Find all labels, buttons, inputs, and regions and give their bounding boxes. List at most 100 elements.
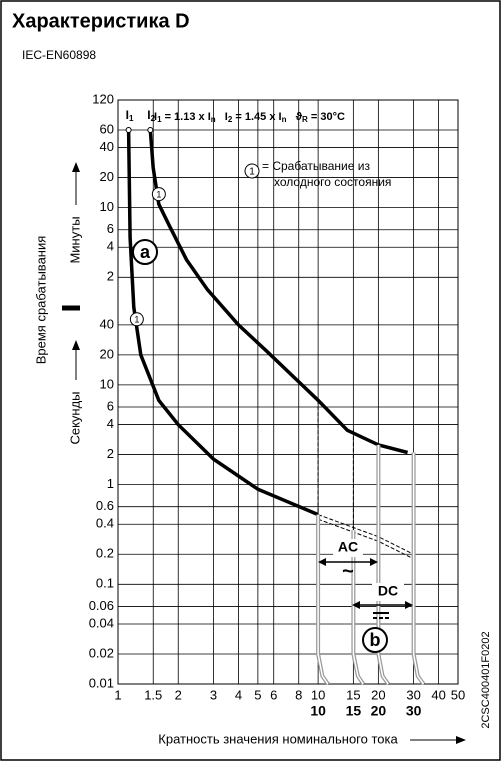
y-tick-label: 4: [107, 239, 114, 254]
y-tick-label: 1: [107, 476, 114, 491]
x-tick-label: 6: [270, 687, 277, 702]
label-b-circle: [362, 627, 388, 653]
x-tick-label: 15: [346, 687, 360, 702]
x-tick-label: 30: [406, 687, 420, 702]
cold-marker-text: 1: [156, 190, 161, 200]
y-tick-label: 0.02: [89, 645, 114, 660]
arrow-head: [370, 558, 378, 566]
y-tick-label: 0.01: [89, 675, 114, 690]
formula: I1 = 1.13 x In I2 = 1.45 x In ϑR = 30°C: [154, 111, 345, 124]
bold-label: 30: [406, 703, 422, 719]
arrow-head: [318, 558, 326, 566]
curve-inner: [412, 452, 425, 685]
y-tick-label: 0.04: [89, 615, 114, 630]
label-b: b: [370, 630, 381, 650]
formula-part: R: [302, 115, 308, 124]
label-a: a: [140, 242, 151, 262]
formula-part: n: [282, 115, 287, 124]
y-tick-label: 0.06: [89, 598, 114, 613]
curve-inner: [352, 530, 364, 685]
label-ac-symbol: ~: [342, 560, 354, 582]
x-tick-label: 3: [210, 687, 217, 702]
marker-sub: 1: [129, 114, 134, 123]
y-tick-label: 0.2: [96, 546, 114, 561]
x-tick-label: 1.5: [144, 687, 162, 702]
y-tick-label: 4: [107, 416, 114, 431]
label-ac: AC: [338, 539, 358, 555]
label-bg: [372, 583, 404, 601]
y-tick-label: 40: [100, 139, 114, 154]
x-tick-label: 4: [235, 687, 242, 702]
marker-label: I2: [147, 108, 155, 123]
x-tick-label: 50: [451, 687, 465, 702]
bold-label: 15: [346, 703, 362, 719]
curve: [317, 518, 414, 560]
y-label-lower: Секунды: [67, 391, 82, 444]
y-tick-label: 10: [100, 376, 114, 391]
y-label-upper: Минуты: [67, 216, 82, 263]
curve-inner: [317, 514, 329, 685]
x-axis-title: Кратность значения номинального тока: [158, 731, 398, 746]
arrow-head: [456, 736, 466, 744]
arrow-head: [405, 601, 413, 609]
formula-part: ϑ: [286, 111, 302, 123]
x-tick-label: 40: [431, 687, 445, 702]
formula-part: 1: [157, 115, 162, 124]
chart-title: Характеристика D: [12, 10, 190, 32]
label-bg: [333, 539, 363, 557]
curve: [126, 129, 319, 517]
cold-marker: [129, 312, 144, 327]
bold-label: 20: [371, 703, 387, 719]
y-axis-title: Время срабатывания: [33, 236, 48, 365]
formula-part: n: [211, 115, 216, 124]
formula-part: I: [154, 111, 157, 123]
y-tick-label: 20: [100, 346, 114, 361]
marker-label: I1: [126, 108, 134, 123]
x-tick-label: 10: [311, 687, 325, 702]
y-tick-label: 120: [92, 91, 114, 106]
formula-part: = 1.45 x I: [232, 111, 281, 123]
x-tick-label: 2: [175, 687, 182, 702]
x-tick-label: 8: [295, 687, 302, 702]
y-tick-label: 0.1: [96, 576, 114, 591]
x-tick-label: 1: [114, 687, 121, 702]
y-tick-label: 40: [100, 316, 114, 331]
formula-part: = 1.13 x I: [162, 111, 211, 123]
arrow-head: [72, 162, 80, 172]
code: 2CSC400401F0202: [480, 631, 492, 728]
arrow-head: [352, 601, 360, 609]
marker-main: I: [147, 108, 150, 122]
label-dc: DC: [378, 583, 398, 599]
formula-part: = 30°C: [308, 111, 345, 123]
start-marker: [125, 127, 132, 134]
y-tick-label: 6: [107, 398, 114, 413]
note: = Срабатывание из: [262, 159, 370, 173]
x-tick-label: 5: [254, 687, 261, 702]
cold-marker: [151, 187, 166, 202]
curve: [317, 514, 414, 555]
note-symbol-text: 1: [249, 167, 255, 178]
y-tick-label: 6: [107, 221, 114, 236]
y-tick-label: 2: [107, 269, 114, 284]
formula-part: 2: [228, 115, 233, 124]
curve-inner: [377, 444, 389, 685]
label-a-circle: [132, 239, 158, 265]
arrow-head: [72, 340, 80, 350]
bold-label: 10: [310, 703, 326, 719]
marker-main: I: [126, 108, 129, 122]
note: холодного состояния: [274, 175, 391, 189]
x-tick-label: 20: [371, 687, 385, 702]
y-tick-label: 10: [100, 199, 114, 214]
y-tick-label: 0.4: [96, 516, 114, 531]
y-tick-label: 60: [100, 121, 114, 136]
start-marker: [147, 127, 154, 134]
y-tick-label: 0.6: [96, 498, 114, 513]
marker-sub: 2: [151, 114, 156, 123]
subtitle: IEC-EN60898: [22, 48, 96, 62]
y-tick-label: 2: [107, 446, 114, 461]
y-tick-label: 20: [100, 169, 114, 184]
formula-part: I: [216, 111, 228, 123]
cold-marker-text: 1: [134, 315, 139, 325]
